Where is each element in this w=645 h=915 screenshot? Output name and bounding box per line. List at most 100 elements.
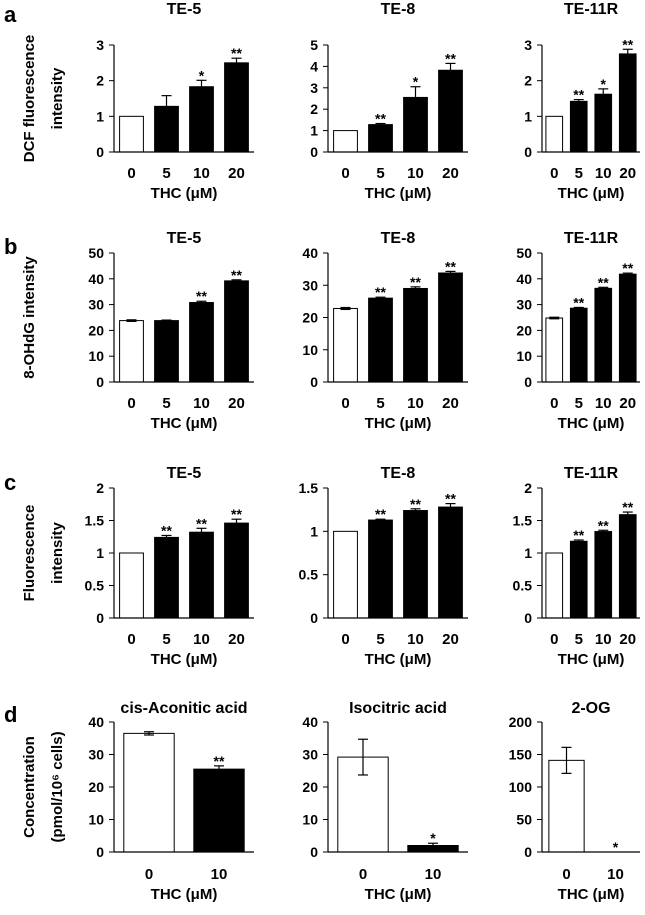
bar [594,93,613,153]
x-tick-label: 0 [562,866,570,883]
y-tick-label: 1.5 [513,513,533,529]
bar [545,552,564,619]
bar [618,514,637,619]
significance-marker: ** [598,274,609,290]
y-tick-label: 0 [96,844,104,860]
y-tick-label: 40 [302,245,318,261]
significance-marker: ** [573,87,584,103]
y-tick-label: 10 [302,812,318,828]
x-tick-label: 20 [442,165,459,182]
x-axis-label: THC (μM) [151,415,218,432]
y-tick-label: 10 [88,812,104,828]
x-tick-label: 5 [162,165,170,182]
significance-marker: * [199,67,205,83]
bar [545,115,564,153]
y-tick-label: 3 [96,37,104,53]
x-axis-label: THC (μM) [365,886,432,903]
x-axis-label: THC (μM) [558,415,625,432]
bar [403,510,428,619]
x-tick-label: 5 [575,395,583,412]
bar [569,307,588,383]
chart-title: TE-8 [381,230,416,247]
x-axis-label: THC (μM) [151,185,218,202]
y-tick-label: 30 [302,747,318,763]
chart-title: TE-11R [564,465,619,482]
x-tick-label: 20 [228,395,245,412]
x-tick-label: 0 [127,631,135,648]
chart-title: TE-8 [381,1,416,18]
y-tick-label: 0 [524,374,532,390]
y-axis-label: intensity [49,67,66,129]
y-axis-label: intensity [49,522,66,584]
y-tick-label: 50 [88,245,104,261]
bar [368,124,393,153]
x-tick-label: 5 [162,395,170,412]
y-tick-label: 40 [302,714,318,730]
x-axis-label: THC (μM) [151,886,218,903]
x-tick-label: 5 [575,165,583,182]
bar [403,287,428,383]
x-tick-label: 5 [162,631,170,648]
x-tick-label: 10 [407,631,424,648]
significance-marker: ** [231,506,242,522]
bar [618,53,637,153]
bar [548,759,585,853]
significance-marker: ** [161,522,172,538]
x-tick-label: 20 [619,165,636,182]
y-tick-label: 0 [96,374,104,390]
x-tick-label: 10 [193,395,210,412]
y-tick-label: 30 [88,747,104,763]
x-tick-label: 10 [407,165,424,182]
significance-marker: ** [598,517,609,533]
panel-label-b: b [4,234,17,259]
bar [368,519,393,619]
y-tick-label: 1 [524,108,532,124]
chart-title: TE-8 [381,465,416,482]
significance-marker: * [601,76,607,92]
chart-title: TE-5 [167,465,202,482]
y-tick-label: 30 [516,297,532,313]
x-tick-label: 10 [595,631,612,648]
x-tick-label: 0 [550,165,558,182]
y-tick-label: 10 [88,348,104,364]
y-tick-label: 30 [302,277,318,293]
y-axis-label: Concentration [21,736,38,838]
y-tick-label: 40 [88,714,104,730]
y-tick-label: 20 [302,310,318,326]
y-tick-label: 50 [516,245,532,261]
x-axis-label: THC (μM) [365,651,432,668]
y-tick-label: 1.5 [85,513,105,529]
significance-marker: ** [445,258,456,274]
x-tick-label: 10 [211,866,228,883]
x-tick-label: 5 [376,395,384,412]
significance-marker: ** [445,50,456,66]
bar [438,69,463,153]
x-tick-label: 0 [127,395,135,412]
chart-title: TE-11R [564,230,619,247]
y-axis-label: DCF fluorescence [21,35,38,163]
x-axis-label: THC (μM) [558,185,625,202]
x-tick-label: 10 [193,631,210,648]
significance-marker: * [413,74,419,90]
y-tick-label: 150 [509,747,533,763]
bar [594,531,613,619]
x-tick-label: 20 [228,165,245,182]
x-tick-label: 20 [619,631,636,648]
chart-d-2: Isocitric acid 0 10 20 30 40 0 * 10 THC (μM) [302,700,468,903]
chart-b-3: TE-11R 0 10 20 30 40 50 0 ** 5 ** 10 ** 20 THC (μM) [516,230,640,432]
significance-marker: ** [231,45,242,61]
bar [119,552,144,619]
significance-marker: ** [622,499,633,515]
bar [224,62,249,153]
y-tick-label: 0 [310,610,318,626]
y-tick-label: 0 [310,374,318,390]
x-tick-label: 10 [407,395,424,412]
y-tick-label: 40 [516,271,532,287]
y-tick-label: 1 [524,545,532,561]
y-tick-label: 0 [524,610,532,626]
y-tick-label: 1 [96,545,104,561]
chart-title: Isocitric acid [349,700,447,717]
y-tick-label: 2 [310,101,318,117]
x-tick-label: 20 [228,631,245,648]
y-tick-label: 0.5 [85,578,105,594]
